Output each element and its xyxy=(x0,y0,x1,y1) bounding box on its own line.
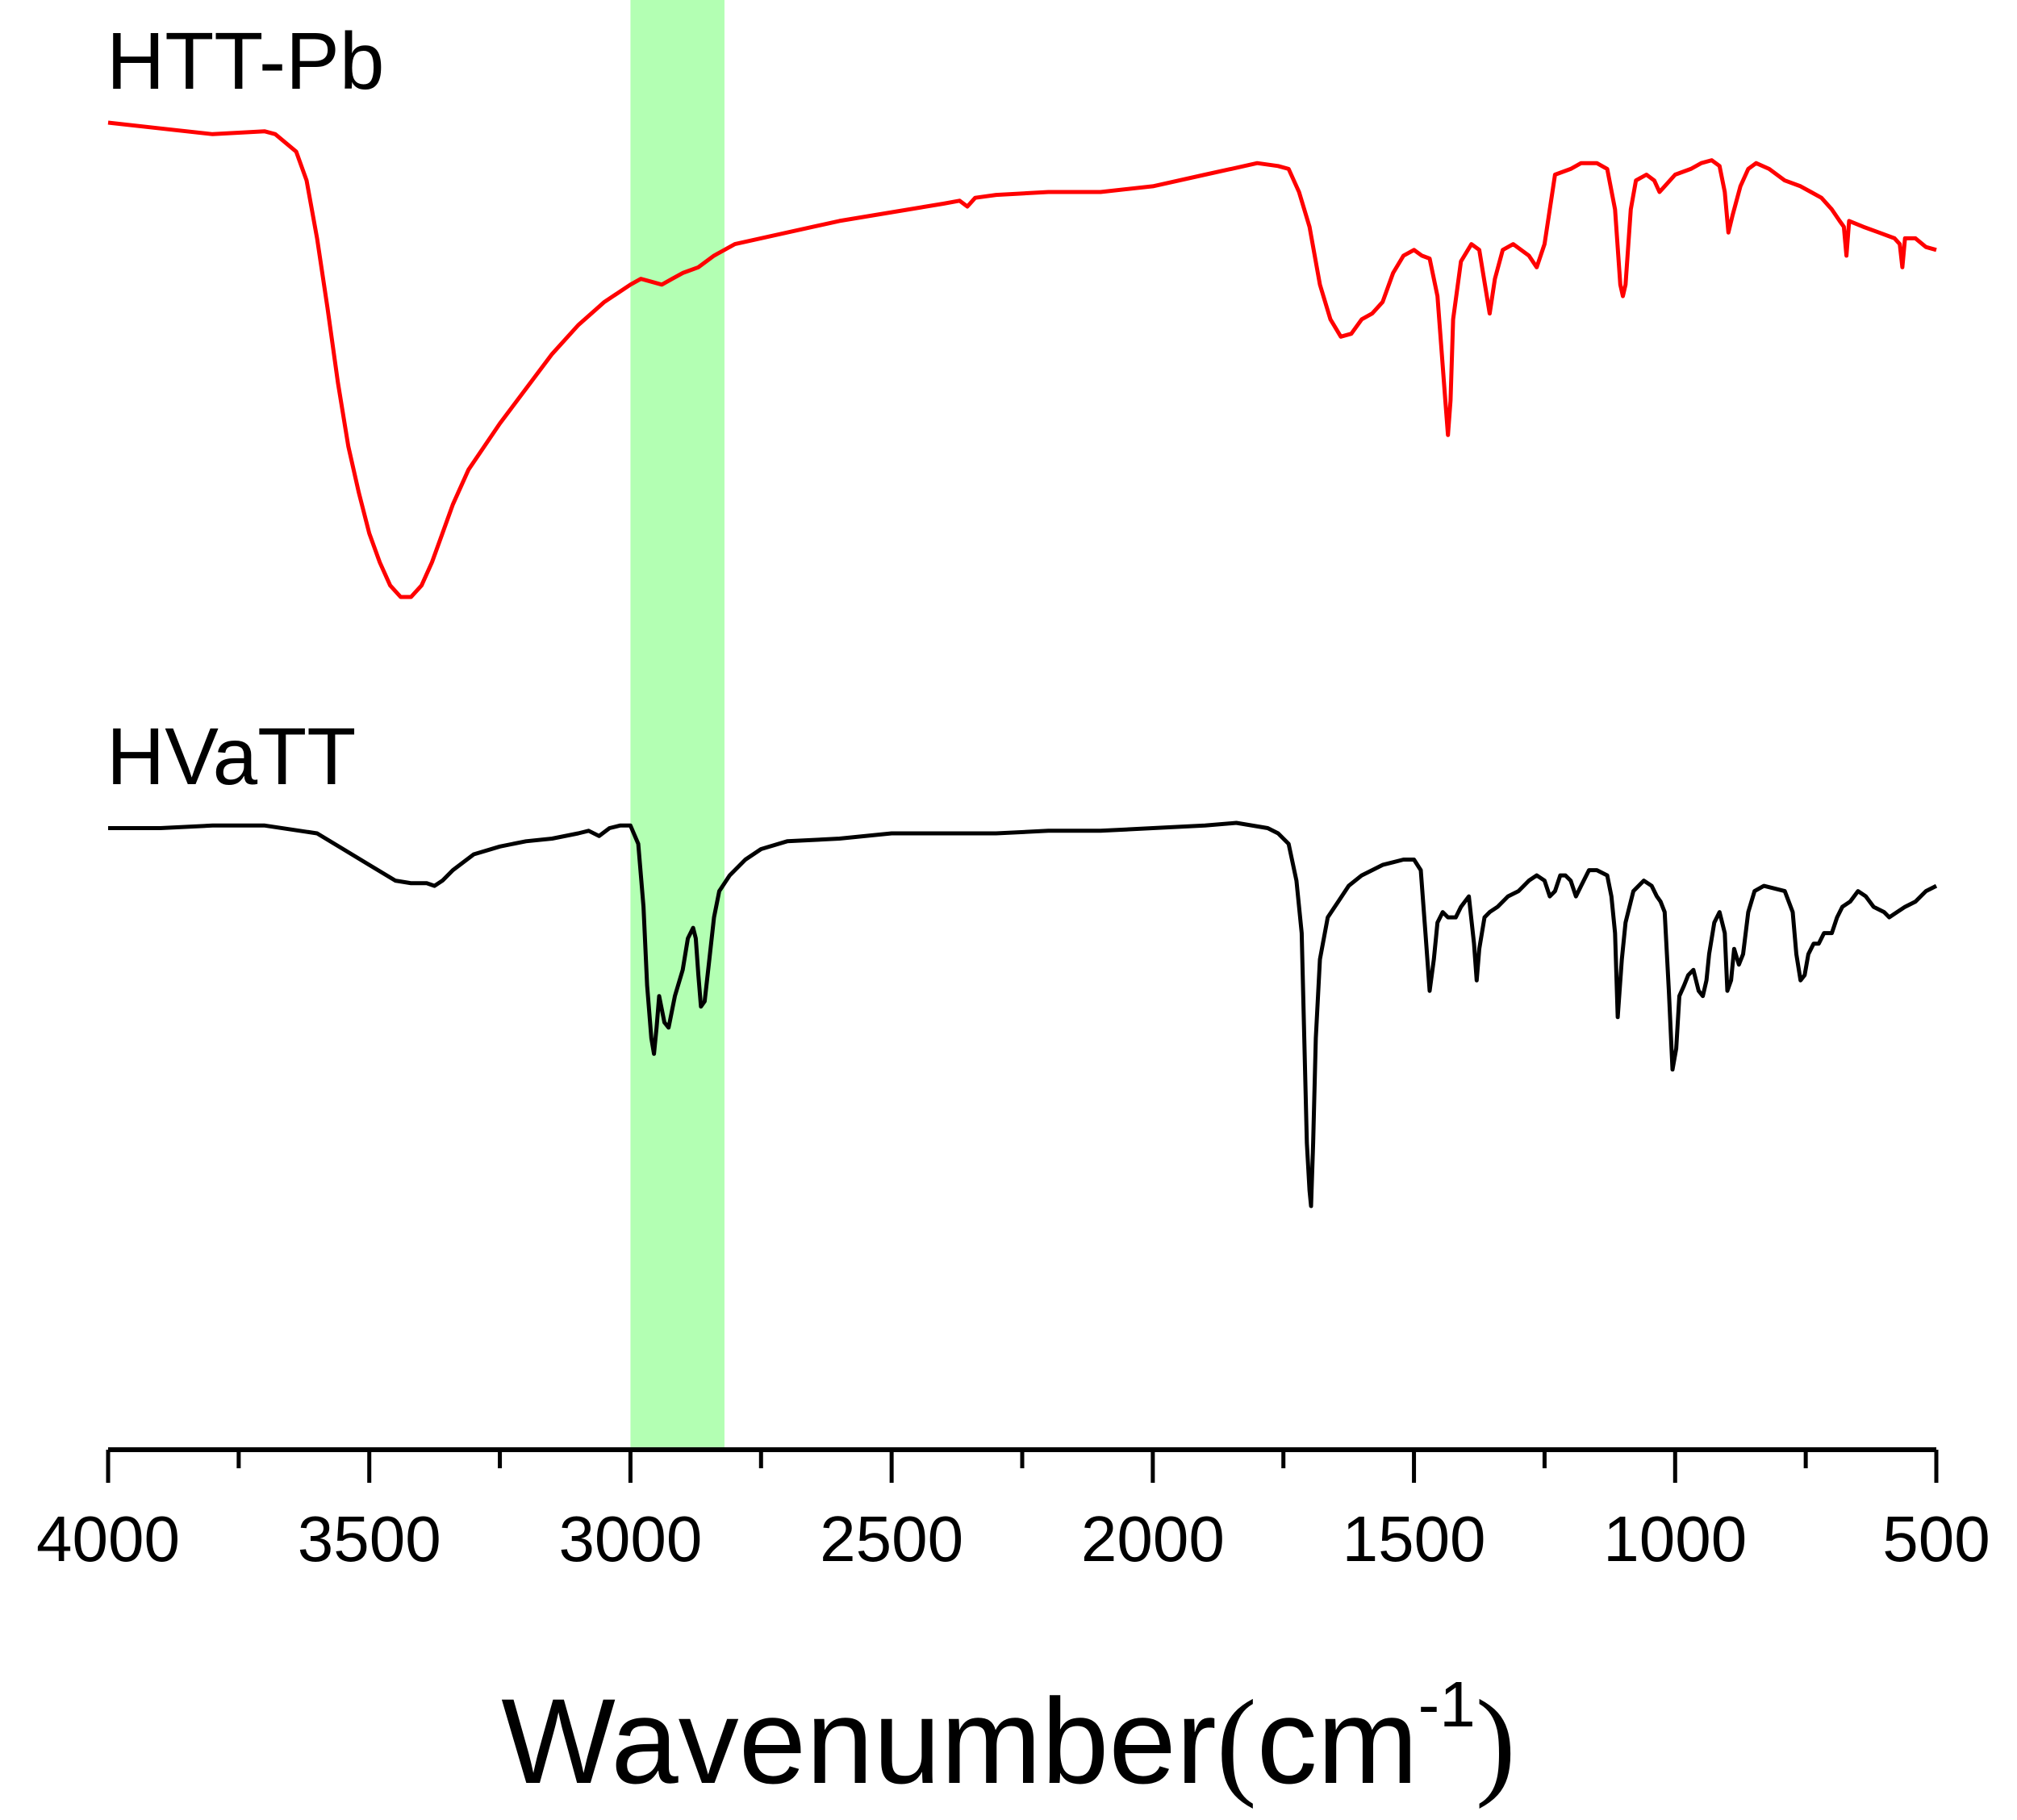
x-tick-label: 1000 xyxy=(1603,1503,1747,1575)
x-axis-title-close: ) xyxy=(1476,1676,1516,1810)
x-axis-title-open: ( xyxy=(1217,1676,1257,1810)
x-axis-title-exponent: -1 xyxy=(1418,1668,1476,1740)
x-axis-title: Wavenumber(cm-1) xyxy=(501,1668,1515,1810)
x-tick-label: 4000 xyxy=(36,1503,180,1575)
x-tick-label: 3000 xyxy=(558,1503,702,1575)
series-label-hvatt: HVaTT xyxy=(106,712,356,802)
series-layer xyxy=(107,120,1938,1208)
series-label-htt-pb: HTT-Pb xyxy=(106,16,384,106)
x-tick-label: 2500 xyxy=(820,1503,963,1575)
highlight-band xyxy=(630,0,725,1450)
x-tick-label: 3500 xyxy=(298,1503,441,1575)
x-tick-label: 2000 xyxy=(1081,1503,1225,1575)
x-axis-title-unit: cm xyxy=(1257,1673,1418,1809)
x-axis-title-main: Wavenumber xyxy=(501,1673,1216,1809)
x-tick-label: 1500 xyxy=(1343,1503,1486,1575)
series-line-hvatt xyxy=(108,820,1938,1208)
x-tick-label: 500 xyxy=(1882,1503,1990,1575)
x-axis-ticks: 4000 3500 3000 2500 2000 1500 1000 500 xyxy=(36,1450,1990,1575)
series-line-htt-pb xyxy=(107,120,1937,599)
